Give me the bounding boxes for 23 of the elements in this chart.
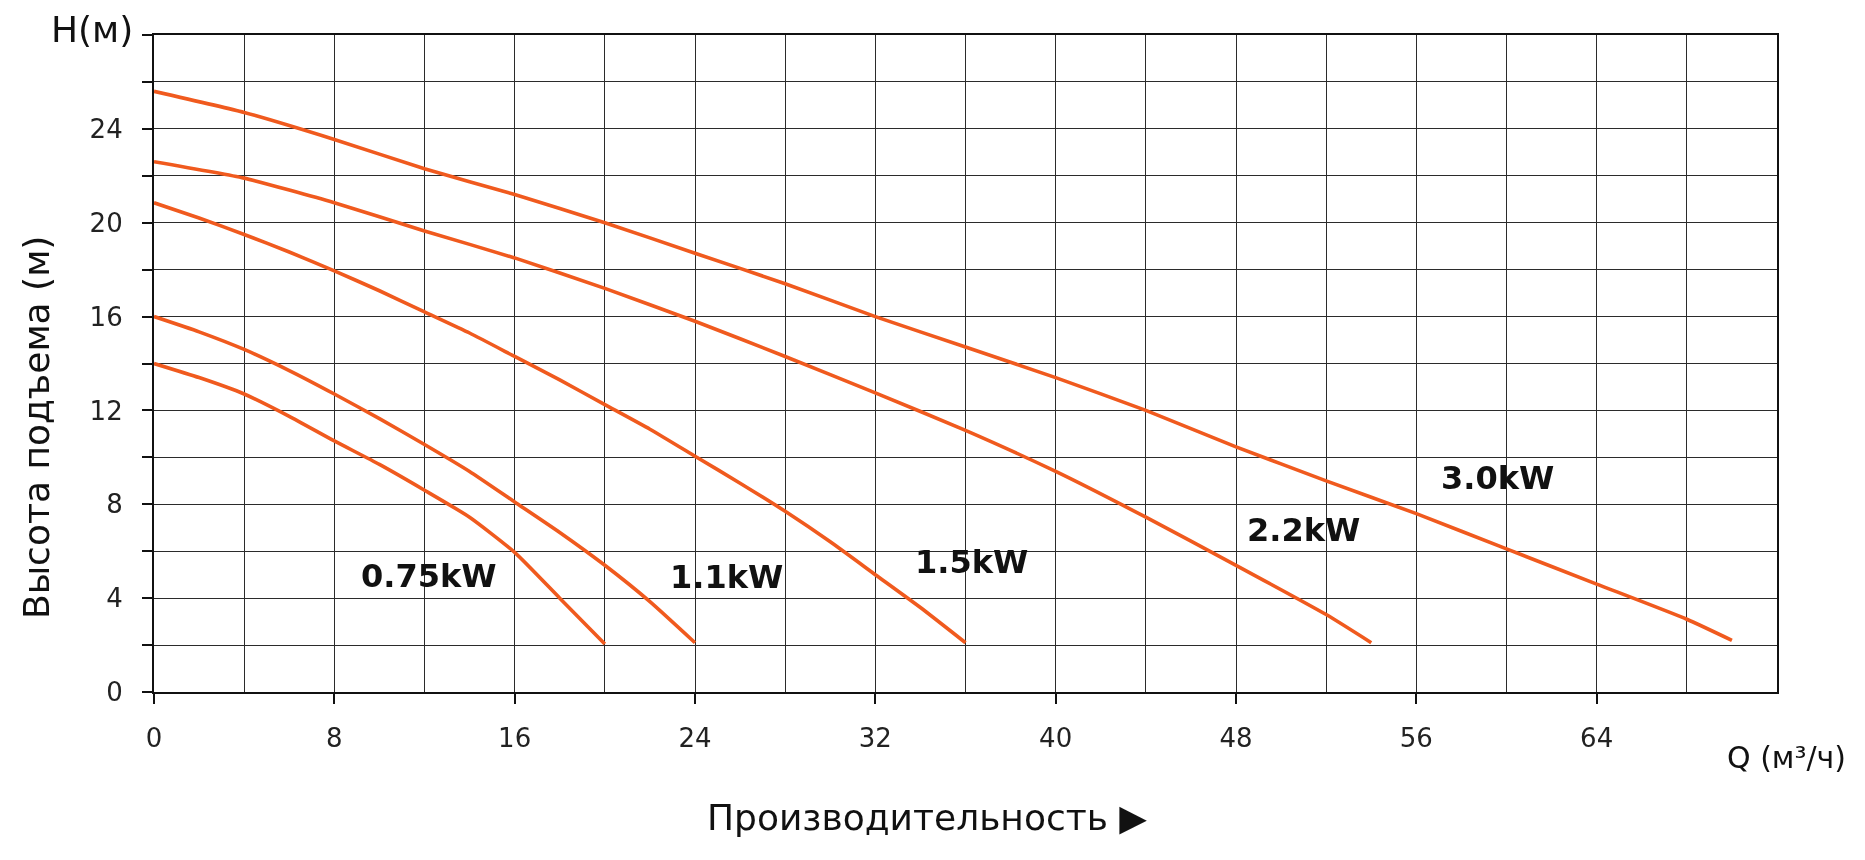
y-tick-label: 20: [89, 207, 123, 238]
line-series: [154, 89, 1734, 643]
x-tick-label: 0: [145, 723, 163, 754]
x-axis-title: Производительность ▶: [707, 797, 1148, 838]
text: H(м): [51, 9, 134, 50]
y-tick-label: 8: [106, 489, 123, 520]
y-tick-label: 24: [89, 113, 123, 144]
y-axis-title: Высота подъема (м): [16, 235, 57, 619]
x-tick-label: 8: [326, 723, 343, 754]
y-tick-label: 12: [89, 395, 123, 426]
x-tick-label: 24: [678, 723, 712, 754]
y-tick-label: 4: [106, 583, 123, 614]
text: Q (м³/ч): [1727, 740, 1847, 775]
x-tick-label: 48: [1219, 723, 1253, 754]
x-tick-label: 40: [1039, 723, 1073, 754]
y-tick-label: 16: [89, 301, 123, 332]
line-series: [154, 159, 1374, 645]
line-series: [154, 361, 607, 646]
x-tick-label: 56: [1399, 723, 1433, 754]
x-tick-label: 64: [1580, 723, 1614, 754]
x-tick-label: 32: [858, 723, 892, 754]
x-tick-label: 16: [498, 723, 532, 754]
y-tick-label: 0: [106, 677, 123, 708]
